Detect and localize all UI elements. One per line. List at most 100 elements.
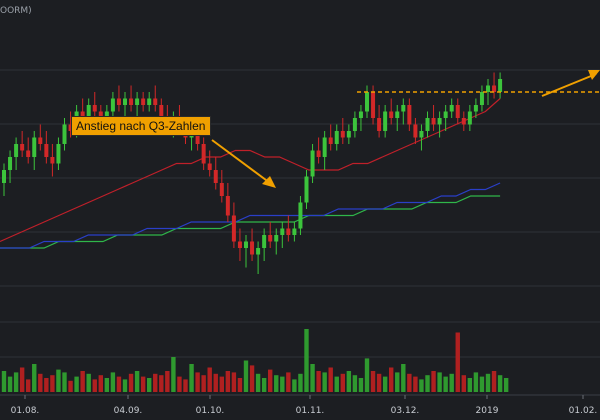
volume-bar	[425, 375, 430, 392]
volume-bar	[74, 376, 79, 392]
volume-bar	[479, 376, 485, 392]
volume-bar	[310, 364, 315, 392]
grid	[0, 69, 600, 287]
candle-body	[346, 131, 351, 138]
candle-body	[110, 98, 115, 112]
volume-bar	[165, 371, 170, 392]
candle-body	[292, 228, 297, 235]
volume-bar	[389, 367, 394, 392]
candle-body	[340, 131, 345, 138]
volume-grid	[0, 321, 600, 396]
candle-body	[383, 111, 388, 131]
x-tick-label: 03.12.	[391, 406, 420, 416]
candle-body	[310, 150, 315, 177]
candle-body	[395, 111, 400, 118]
volume-bar	[280, 376, 285, 392]
candle-body	[413, 124, 418, 138]
volume-bar	[298, 373, 303, 392]
volume-bar	[32, 364, 37, 392]
candle-body	[20, 144, 25, 151]
x-tick-label: 2019	[476, 406, 499, 416]
candle-body	[2, 170, 6, 183]
volume-bar	[376, 373, 382, 392]
annotation-arrows	[211, 70, 600, 188]
ma-green-line	[0, 195, 501, 249]
volume-bar	[104, 378, 110, 392]
volume-bar	[219, 376, 224, 392]
candle-body	[304, 176, 309, 203]
candle-body	[68, 124, 73, 131]
candle-body	[377, 118, 382, 131]
candle-body	[135, 98, 140, 105]
candle-body	[479, 92, 484, 105]
candle-body	[26, 150, 31, 157]
candle-body	[231, 215, 236, 242]
volume-bar	[177, 376, 182, 392]
volume-bar	[1, 371, 7, 392]
candle-body	[153, 98, 158, 105]
volume-bar	[183, 379, 188, 392]
volume-bar	[461, 375, 466, 392]
ma-blue-line	[0, 182, 501, 249]
candle-body	[455, 105, 460, 118]
volume-bar	[401, 364, 406, 392]
volume-bar	[473, 372, 479, 392]
candle-body	[492, 85, 497, 92]
volume-bar	[128, 373, 134, 392]
candle-body	[32, 137, 37, 157]
candle-body	[486, 85, 490, 92]
candle-body	[8, 157, 13, 170]
annotation-label: Anstieg nach Q3-Zahlen	[71, 116, 212, 136]
candle-body	[147, 98, 152, 105]
volume-bar	[346, 371, 352, 392]
volume-bar	[491, 371, 497, 392]
volume-bar	[140, 376, 146, 392]
candle-body	[141, 98, 146, 105]
candle-body	[334, 131, 339, 144]
candle-body	[244, 241, 248, 248]
candle-body	[195, 131, 200, 144]
candle-body	[262, 235, 267, 248]
candle-body	[431, 118, 436, 125]
volume-bar	[243, 360, 249, 392]
volume-bar	[274, 375, 279, 392]
candle-body	[237, 241, 242, 248]
candle-body	[38, 137, 43, 144]
volume-bar	[407, 373, 412, 392]
candle-body	[437, 118, 442, 125]
candle-body	[352, 118, 357, 131]
candle-body	[268, 235, 273, 242]
candle-body	[365, 92, 369, 112]
ma-red-line	[0, 98, 501, 243]
volume-bar	[286, 372, 291, 392]
candle-body	[213, 170, 218, 183]
candle-body	[116, 98, 121, 105]
trend-arrow-head	[588, 70, 600, 80]
volume-bar	[455, 332, 460, 392]
candle-body	[219, 183, 224, 196]
volume-bar	[44, 378, 49, 392]
volume-bar	[213, 373, 218, 392]
candle-body	[298, 202, 303, 229]
volume-bar	[255, 373, 261, 392]
candle-body	[129, 98, 134, 105]
volume-bar	[370, 371, 376, 392]
candle-body	[461, 118, 466, 125]
candle-body	[280, 228, 285, 235]
candle-body	[328, 137, 333, 144]
candle-body	[44, 144, 49, 157]
candle-body	[443, 111, 448, 118]
volume-bar	[171, 357, 176, 392]
volume-bar	[207, 367, 212, 392]
volume-bar	[467, 378, 473, 392]
candle-body	[14, 144, 19, 157]
candle-body	[92, 105, 97, 112]
candle-body	[389, 111, 394, 118]
volume-bar	[485, 373, 491, 392]
volume-bar	[419, 379, 424, 392]
candle-body	[159, 105, 164, 118]
x-axis-ticks: 01.08. 04.09. 01.10. 01.11. 03.12. 2019 01.02.	[11, 395, 597, 416]
candle-body	[407, 105, 412, 125]
moving-average-lines	[0, 98, 501, 249]
